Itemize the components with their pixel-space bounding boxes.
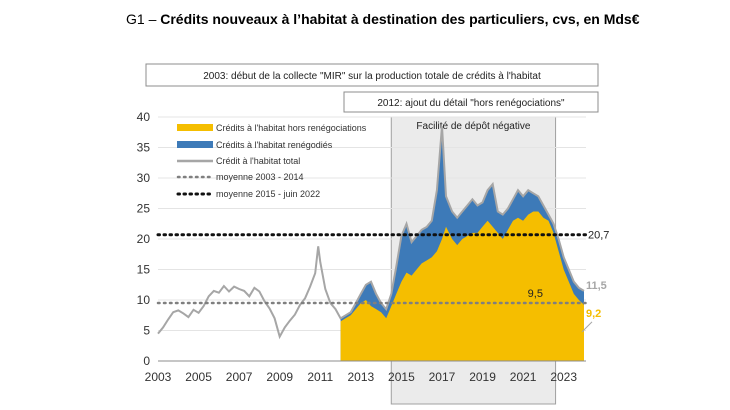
y-tick-label: 0 <box>143 354 150 368</box>
legend-avg2: moyenne 2015 - juin 2022 <box>216 189 320 199</box>
chart-title: G1 – Crédits nouveaux à l’habitat à dest… <box>126 11 640 27</box>
y-axis-ticks: 0 5 10 15 20 25 30 35 40 <box>137 110 151 368</box>
x-tick-label: 2009 <box>266 370 293 384</box>
label-avg-2003-2014: 9,5 <box>528 288 543 300</box>
annotation-box-detail <box>343 91 599 113</box>
legend-reneg: Crédits à l'habitat renégodiés <box>216 140 333 150</box>
legend-total: Crédit à l'habitat total <box>216 156 300 166</box>
label-last-total: 11,5 <box>586 280 607 292</box>
y-tick-label: 30 <box>137 171 151 185</box>
x-tick-label: 2013 <box>347 370 374 384</box>
x-tick-label: 2007 <box>226 370 253 384</box>
label-last-hors-leader <box>581 321 593 333</box>
x-tick-label: 2015 <box>388 370 415 384</box>
y-tick-label: 15 <box>137 263 151 277</box>
x-tick-label: 2023 <box>550 370 577 384</box>
x-tick-label: 2021 <box>510 370 537 384</box>
annotation-facilite: Facilité de dépôt négative <box>416 121 530 132</box>
legend-swatch-reneg <box>177 141 213 148</box>
chart-title-prefix: G1 – <box>126 11 160 27</box>
x-axis-ticks: 2003 2005 2007 2009 2011 2013 2015 2017 2019 2021… <box>145 370 578 384</box>
label-last-hors: 9,2 <box>586 308 601 320</box>
x-tick-label: 2019 <box>469 370 496 384</box>
y-tick-label: 40 <box>137 110 151 124</box>
legend-avg1: moyenne 2003 - 2014 <box>216 172 304 182</box>
x-tick-label: 2011 <box>307 370 333 384</box>
legend: Crédits à l'habitat hors renégociations … <box>176 123 367 199</box>
y-tick-label: 25 <box>137 202 151 216</box>
area-hors-renegotiations <box>340 211 584 361</box>
chart-title-main: Crédits nouveaux à l’habitat à destinati… <box>160 11 639 27</box>
label-avg-2015-2022: 20,7 <box>588 230 609 242</box>
x-tick-label: 2017 <box>429 370 456 384</box>
line-total-credit <box>157 126 585 340</box>
y-tick-label: 5 <box>143 324 150 338</box>
y-tick-label: 20 <box>137 232 151 246</box>
legend-swatch-hors <box>177 124 213 131</box>
x-tick-label: 2003 <box>145 370 172 384</box>
legend-hors: Crédits à l'habitat hors renégociations <box>216 123 367 133</box>
y-tick-label: 10 <box>137 293 151 307</box>
annotation-mir: 2003: début de la collecte "MIR" sur la … <box>203 71 541 82</box>
annotation-detail: 2012: ajout du détail "hors renégociatio… <box>377 98 565 109</box>
x-tick-label: 2005 <box>185 370 212 384</box>
annotation-box-mir <box>145 63 599 87</box>
y-tick-label: 35 <box>137 141 151 155</box>
